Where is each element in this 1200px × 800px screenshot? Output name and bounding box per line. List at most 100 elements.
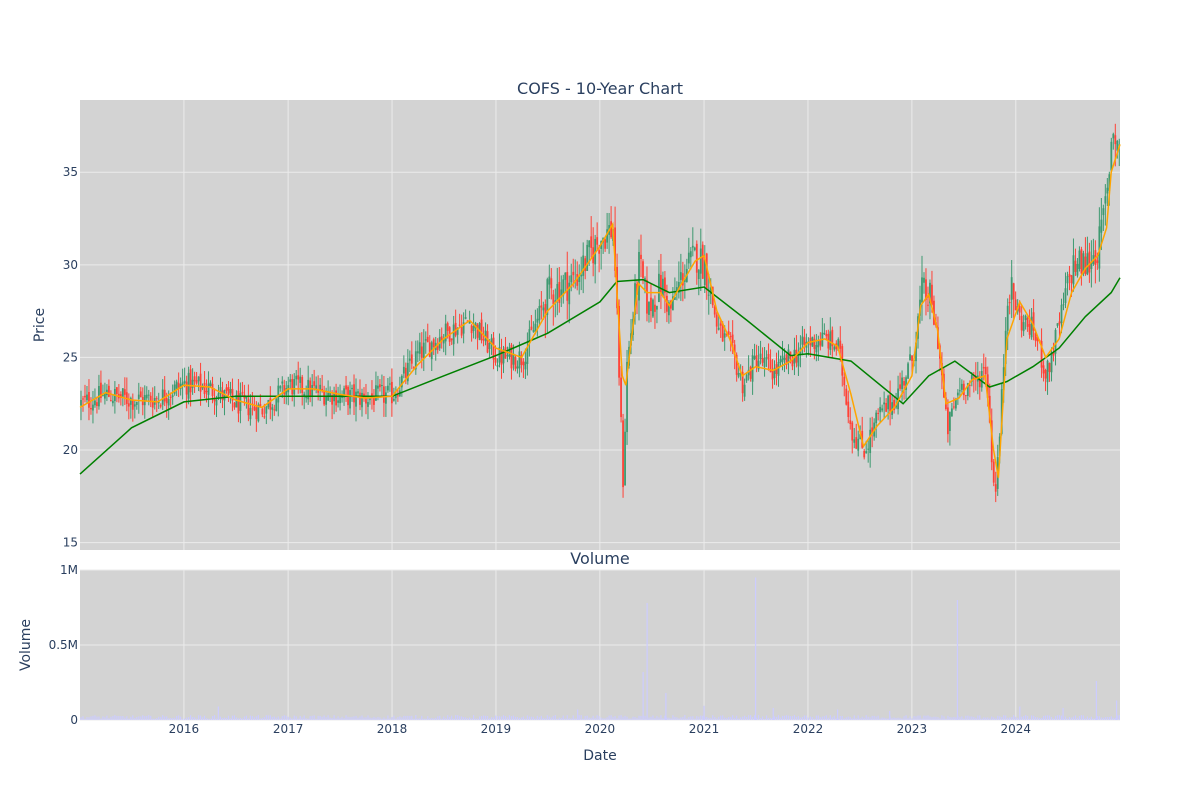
- volume-bar: [295, 716, 297, 720]
- volume-y-axis-title: Volume: [18, 619, 34, 671]
- volume-bar: [371, 717, 373, 720]
- volume-bar: [592, 715, 594, 720]
- candle-body: [84, 395, 86, 398]
- volume-bar: [1114, 717, 1116, 720]
- volume-bar: [184, 718, 186, 720]
- volume-bar: [748, 715, 750, 720]
- volume-bar: [883, 717, 885, 720]
- volume-bar: [692, 716, 694, 720]
- x-tick-label: 2020: [585, 722, 616, 736]
- volume-bar: [429, 718, 431, 720]
- candle-body: [614, 227, 616, 271]
- candle-body: [580, 275, 583, 277]
- candle-body: [1112, 133, 1115, 139]
- volume-bar: [718, 716, 720, 720]
- candle-body: [785, 354, 788, 365]
- volume-bar: [281, 716, 283, 720]
- volume-bar: [1054, 716, 1057, 720]
- candle-body: [590, 236, 593, 248]
- candle-body: [691, 245, 694, 248]
- volume-bar: [650, 716, 652, 720]
- volume-bar: [1102, 717, 1104, 720]
- volume-bar: [433, 718, 435, 720]
- candle-body: [849, 420, 852, 425]
- price-y-tick-label: 35: [63, 165, 78, 179]
- candle-body: [512, 353, 515, 365]
- candle-body: [829, 331, 832, 350]
- candle-body: [205, 390, 208, 393]
- volume-bar: [341, 716, 343, 720]
- volume-bar: [813, 718, 815, 720]
- volume-bar: [259, 718, 261, 720]
- candle-body: [779, 359, 782, 363]
- candle-body: [699, 248, 702, 274]
- volume-bar: [1017, 717, 1019, 720]
- volume-bar: [634, 716, 636, 720]
- volume-bar: [197, 715, 200, 720]
- volume-bar: [660, 715, 662, 720]
- candle-body: [618, 305, 620, 378]
- volume-bar: [92, 715, 94, 720]
- volume-bar: [674, 716, 676, 720]
- candle-body: [227, 387, 230, 395]
- volume-bar: [959, 717, 961, 720]
- candle-body: [257, 404, 260, 422]
- candle-body: [299, 376, 302, 383]
- volume-bar: [1072, 716, 1075, 720]
- volume-bar: [299, 715, 301, 720]
- candle-body: [365, 397, 367, 404]
- volume-bar: [152, 718, 154, 720]
- candle-body: [490, 338, 493, 344]
- candle-body: [947, 407, 949, 435]
- candle-body: [622, 420, 624, 488]
- candle-body: [255, 407, 258, 420]
- price-gridlines: [80, 100, 1120, 550]
- candle-body: [697, 269, 700, 279]
- volume-bar: [899, 717, 901, 720]
- candle-body: [472, 326, 475, 332]
- x-tick-label: 2022: [793, 722, 824, 736]
- price-y-tick-label: 30: [63, 258, 78, 272]
- candle-body: [640, 254, 642, 259]
- candle-body: [450, 338, 453, 341]
- volume-bar: [626, 716, 628, 720]
- candle-body: [470, 325, 473, 334]
- candle-body: [494, 358, 497, 363]
- volume-bar: [108, 718, 110, 720]
- candle-body: [1044, 369, 1047, 379]
- volume-bar: [1013, 715, 1015, 720]
- volume-bar: [755, 717, 758, 720]
- volume-bar: [138, 716, 140, 720]
- volume-bar: [596, 715, 598, 720]
- volume-bar: [706, 716, 708, 720]
- volume-bar: [789, 716, 792, 720]
- volume-bar: [285, 715, 287, 720]
- candle-body: [606, 229, 609, 243]
- candle-body: [396, 395, 399, 397]
- volume-bar: [490, 717, 493, 720]
- candle-body: [638, 251, 640, 301]
- volume-bar: [901, 718, 903, 720]
- candle-body: [817, 341, 820, 348]
- volume-bar: [369, 717, 371, 720]
- volume-bar: [395, 718, 397, 720]
- volume-bar: [1060, 715, 1063, 720]
- volume-bar: [271, 716, 273, 720]
- candle-body: [305, 396, 308, 399]
- volume-bar: [1048, 715, 1051, 720]
- candle-body: [249, 407, 252, 420]
- volume-bar: [255, 716, 257, 720]
- candle-body: [181, 382, 184, 386]
- candle-body: [1084, 256, 1087, 274]
- candle-body: [183, 380, 186, 384]
- volume-bar: [265, 715, 267, 720]
- candle-body: [1014, 299, 1017, 311]
- candle-body: [759, 353, 762, 360]
- candle-body: [303, 393, 306, 397]
- volume-bar: [164, 716, 166, 720]
- volume-bar: [195, 718, 198, 720]
- x-tick-labels: 2016 2017 2018 2019 2020 2021 2022 2023 2024: [169, 722, 1031, 736]
- volume-bar: [486, 715, 489, 720]
- volume-bar: [881, 717, 883, 720]
- volume-bar: [500, 716, 503, 720]
